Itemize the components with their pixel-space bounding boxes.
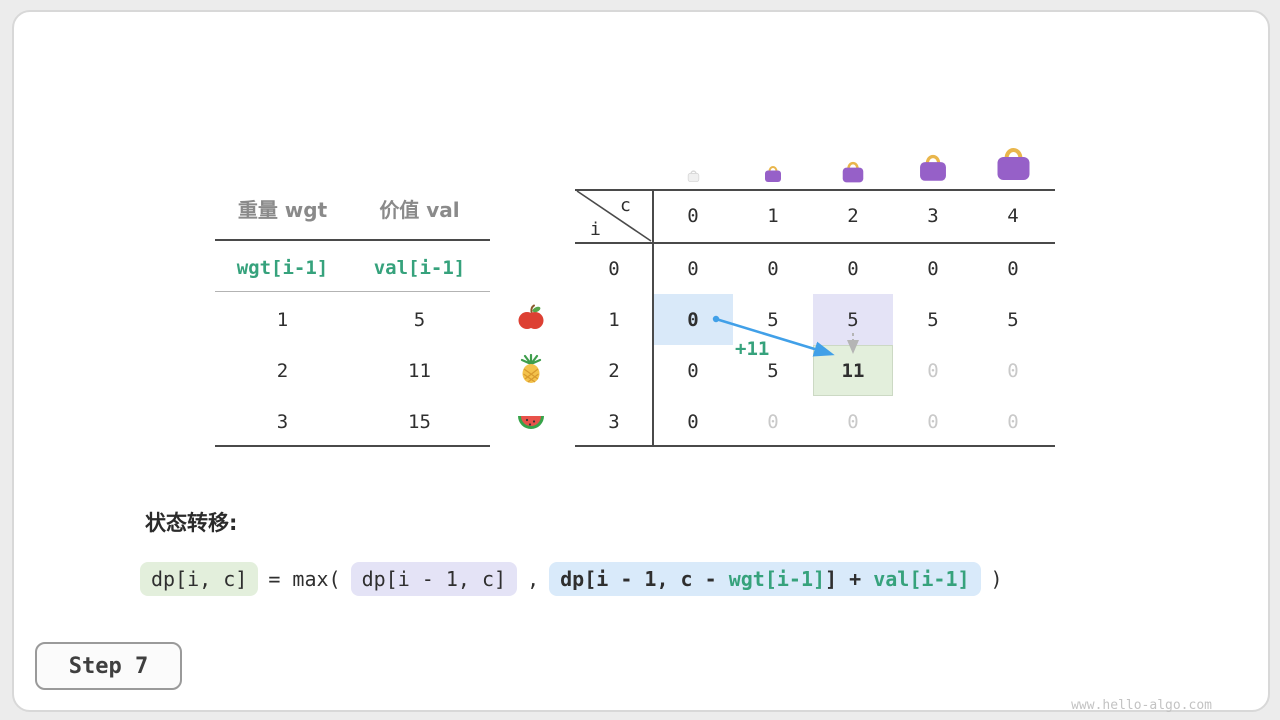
item-1-wgt: 1 [276,309,289,331]
dp-col-header-2: 2 [847,205,859,227]
formula-comma: , [527,567,540,591]
items-table-rule-bottom [215,445,490,447]
watermelon-icon [516,406,546,436]
dp-cell-0-0: 0 [687,258,699,280]
dp-row-header-3: 3 [608,411,620,433]
dp-table-rule-top [575,189,1055,191]
dp-cell-3-0: 0 [687,411,699,433]
dp-cell-3-1: 0 [767,411,779,433]
dp-cell-3-3: 0 [927,411,939,433]
item-2-val: 11 [408,360,431,382]
formula-left-chip: dp[i - 1, c] [350,562,518,596]
dp-cell-0-4: 0 [1007,258,1019,280]
item-2-wgt: 2 [276,360,289,382]
dp-cell-1-1: 5 [767,309,779,331]
formula-right-val: val[i-1] [873,567,970,591]
watermark: www.hello-algo.com [1071,698,1212,713]
transition-heading: 状态转移: [145,511,238,535]
item-3-wgt: 3 [276,411,289,433]
transfer-annotation: +11 [735,338,770,360]
items-formula-val: val[i-1] [373,257,466,279]
transition-formula: dp[i, c] = max( dp[i - 1, c] , dp[i - 1,… [140,562,1003,596]
corner-row-var: i [590,219,601,240]
formula-right-prefix: dp[i - 1, c - [560,567,729,591]
dp-cell-2-0: 0 [687,360,699,382]
dp-cell-2-4: 0 [1007,360,1019,382]
dp-col-header-4: 4 [1007,205,1019,227]
dp-col-header-3: 3 [927,205,939,227]
dp-cell-0-1: 0 [767,258,779,280]
items-col-header-val: 价值 val [379,198,460,222]
formula-close: ) [990,567,1003,591]
dp-cell-1-4: 5 [1007,309,1019,331]
formula-right-mid: ] + [825,567,874,591]
bag-icon-small [762,163,784,184]
corner-col-var: c [620,195,631,216]
bag-icon-large [915,150,951,184]
dp-row-header-0: 0 [608,258,620,280]
dp-cell-2-1: 5 [767,360,779,382]
dp-cell-1-2: 5 [847,309,859,331]
items-table-rule-top [215,239,490,241]
dp-cell-1-0: 0 [687,309,699,331]
dp-table-rule-header [575,242,1055,244]
items-table-rule-mid [215,291,490,292]
step-badge: Step 7 [35,642,182,690]
dp-cell-3-4: 0 [1007,411,1019,433]
dp-col-header-1: 1 [767,205,779,227]
dp-cell-2-3: 0 [927,360,939,382]
formula-op: = max( [268,567,341,591]
formula-result-chip: dp[i, c] [140,562,259,596]
dp-table-rule-bottom [575,445,1055,447]
dp-col-header-0: 0 [687,205,699,227]
item-1-val: 5 [413,309,426,331]
items-col-header-wgt: 重量 wgt [237,198,328,222]
dp-row-header-2: 2 [608,360,620,382]
formula-right-chip: dp[i - 1, c - wgt[i-1]] + val[i-1] [549,562,981,596]
dp-row-header-1: 1 [608,309,620,331]
items-formula-wgt: wgt[i-1] [236,257,329,279]
item-3-val: 15 [408,411,431,433]
dp-cell-1-3: 5 [927,309,939,331]
dp-cell-0-3: 0 [927,258,939,280]
apple-icon [516,303,546,333]
bag-icon-xlarge [991,142,1036,184]
pineapple-icon [516,353,546,384]
dp-table-rule-vertical [652,189,654,447]
formula-right-wgt: wgt[i-1] [728,567,826,591]
dp-cell-2-2: 11 [841,360,865,382]
bag-icon-empty [686,168,701,183]
bag-icon-medium [839,158,867,185]
dp-cell-0-2: 0 [847,258,859,280]
dp-cell-3-2: 0 [847,411,859,433]
